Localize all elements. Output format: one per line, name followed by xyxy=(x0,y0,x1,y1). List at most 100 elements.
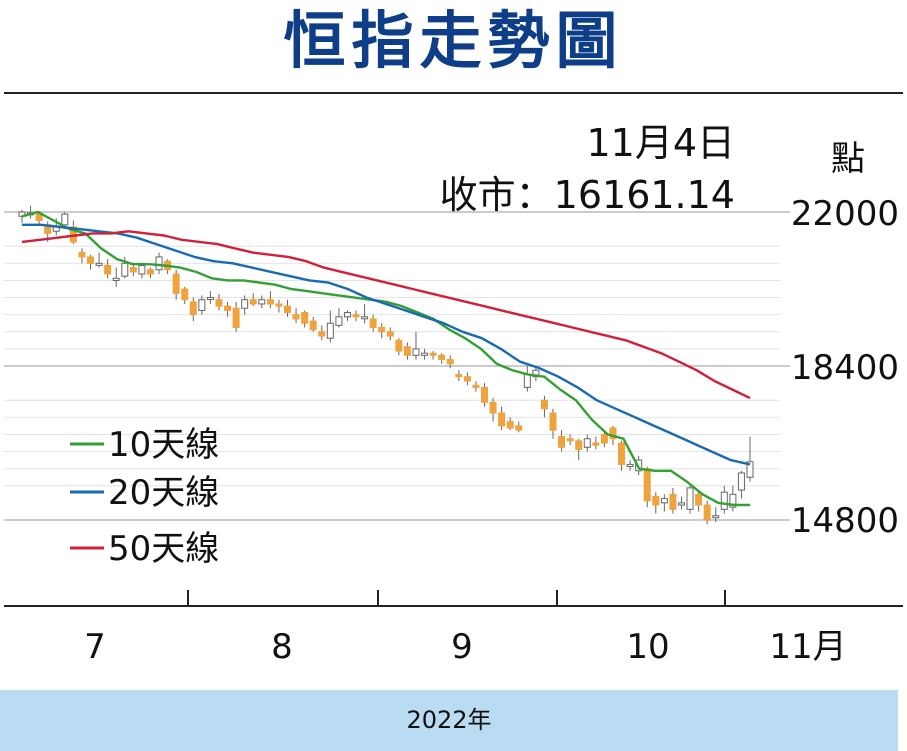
x-tick-label: 8 xyxy=(271,627,293,667)
chart-title: 恒指走勢圖 xyxy=(283,4,624,77)
candle-body xyxy=(660,498,668,504)
y-tick-label: 18400 xyxy=(791,348,899,388)
candle-body xyxy=(669,493,677,510)
ma10-line xyxy=(21,210,750,507)
candle-body xyxy=(566,438,574,442)
y-tick-label: 22000 xyxy=(791,194,899,234)
candle-body xyxy=(61,213,69,226)
candle-body xyxy=(549,412,557,431)
x-tick-label: 9 xyxy=(451,627,473,667)
candle-body xyxy=(438,354,446,361)
y-tick-label: 14800 xyxy=(791,501,899,541)
candle-body xyxy=(403,346,411,356)
x-tick-label: 11月 xyxy=(769,627,846,667)
candle-body xyxy=(729,493,737,508)
candle-body xyxy=(480,386,488,403)
candle-body xyxy=(249,299,257,305)
candle-body xyxy=(361,316,369,320)
candle-body xyxy=(172,273,180,294)
legend-label-50d: 50天線 xyxy=(108,529,219,569)
candle-body xyxy=(575,440,583,450)
candle-body xyxy=(87,256,95,264)
candle-body xyxy=(181,288,189,301)
candle-body xyxy=(206,297,214,301)
candle-body xyxy=(104,264,112,275)
candle-body xyxy=(720,491,728,510)
candle-body xyxy=(677,502,685,506)
legend-label-20d: 20天線 xyxy=(108,473,219,513)
candle-body xyxy=(129,267,137,273)
candle-body xyxy=(78,252,86,258)
candle-body xyxy=(369,318,377,329)
candle-body xyxy=(395,339,403,352)
candle-body xyxy=(455,374,463,378)
candle-body xyxy=(232,307,240,328)
candle-body xyxy=(472,384,480,388)
legend-label-10d: 10天線 xyxy=(108,425,219,465)
candle-body xyxy=(241,299,249,309)
candle-body xyxy=(343,312,351,318)
candle-body xyxy=(352,314,360,318)
candle-body xyxy=(421,352,429,356)
candle-body xyxy=(737,472,745,491)
candle-body xyxy=(429,352,437,356)
candle-body xyxy=(309,320,317,331)
candle-body xyxy=(643,468,651,502)
candle-body xyxy=(326,322,334,339)
candlestick-layer xyxy=(18,205,754,525)
candle-body xyxy=(609,427,617,440)
candle-body xyxy=(618,442,626,465)
candle-body xyxy=(189,301,197,316)
candle-body xyxy=(215,299,223,307)
major-gridlines xyxy=(4,211,790,521)
candle-body xyxy=(626,463,634,468)
candle-body xyxy=(540,399,548,410)
candle-body xyxy=(746,461,754,478)
candle-body xyxy=(506,421,514,429)
candle-body xyxy=(498,412,506,427)
candle-body xyxy=(121,262,129,277)
footer-year-bar: 2022年 xyxy=(0,690,898,751)
candle-body xyxy=(600,433,608,444)
ma20-line xyxy=(22,223,751,466)
minor-gridlines xyxy=(4,245,780,487)
candle-body xyxy=(592,442,600,446)
candle-body xyxy=(412,348,420,356)
candle-body xyxy=(284,305,292,314)
candle-body xyxy=(292,314,300,320)
candle-body xyxy=(463,376,471,382)
candle-body xyxy=(138,264,146,275)
moving-average-lines xyxy=(21,210,751,507)
candle-body xyxy=(155,256,163,271)
candle-body xyxy=(378,327,386,333)
candle-body xyxy=(112,277,120,281)
candle-body xyxy=(652,495,660,506)
candle-body xyxy=(695,493,703,506)
candle-body xyxy=(712,515,720,519)
hsi-chart: 11月4日 收市：16161.14 點 22000 18400 14800 10… xyxy=(4,121,903,667)
candle-body xyxy=(275,303,283,307)
x-tick-label: 10 xyxy=(626,627,669,667)
candle-body xyxy=(318,331,326,337)
candle-body xyxy=(515,425,523,431)
ma50-line xyxy=(21,230,751,400)
candle-body xyxy=(523,374,531,388)
candle-body xyxy=(335,316,343,326)
annotation-close: 收市：16161.14 xyxy=(440,173,735,217)
title-divider xyxy=(4,92,903,94)
candle-body xyxy=(224,305,232,311)
candle-body xyxy=(686,487,694,510)
candle-body xyxy=(583,438,591,448)
candle-body xyxy=(703,504,711,521)
candle-body xyxy=(558,436,566,448)
candle-body xyxy=(446,359,454,365)
candle-body xyxy=(95,262,103,266)
candle-body xyxy=(198,299,206,311)
annotation-date: 11月4日 xyxy=(586,121,735,165)
candle-body xyxy=(258,299,266,305)
candle-body xyxy=(266,299,274,305)
candle-body xyxy=(386,331,394,337)
candle-body xyxy=(489,401,497,414)
x-tick-label: 7 xyxy=(84,627,106,667)
y-unit-label: 點 xyxy=(831,139,865,179)
